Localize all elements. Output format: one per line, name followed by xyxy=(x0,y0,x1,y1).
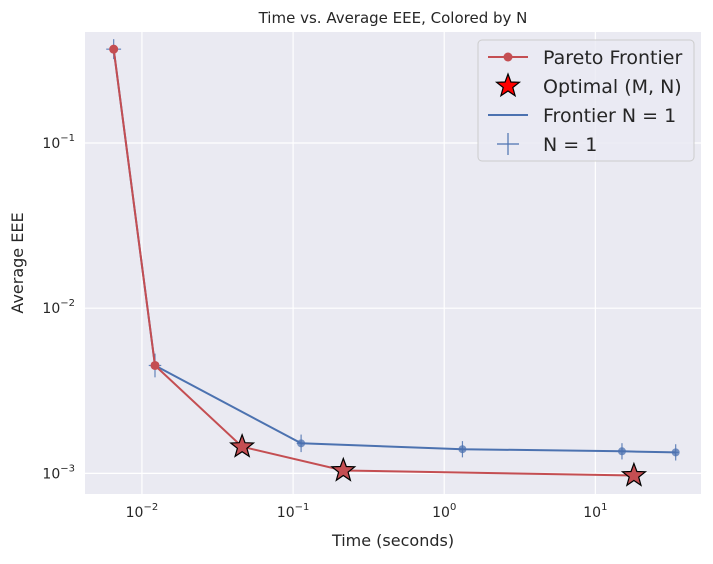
optimal-star-2 xyxy=(620,461,648,487)
n1-point-2 xyxy=(297,439,306,448)
pareto-point-1 xyxy=(150,360,160,370)
legend-label-n1: N = 1 xyxy=(543,134,597,156)
optimal-star-0 xyxy=(229,432,256,458)
legend-label-pareto: Pareto Frontier xyxy=(543,47,682,69)
pareto-point-0 xyxy=(109,44,119,54)
legend-frame xyxy=(477,39,695,162)
x-tick-label-0: 10−2 xyxy=(126,502,159,521)
series-layer xyxy=(106,39,680,487)
chart-title: Time vs. Average EEE, Colored by N xyxy=(258,9,528,27)
x-axis-label: Time (seconds) xyxy=(331,531,454,550)
y-tick-label-1: 10−2 xyxy=(42,298,75,317)
legend-label-frontier-n1: Frontier N = 1 xyxy=(543,105,676,127)
legend-label-optimal: Optimal (M, N) xyxy=(543,76,682,98)
n1-point-5 xyxy=(671,448,680,457)
legend: Pareto Frontier Optimal (M, N) Frontier … xyxy=(477,39,695,162)
n1-point-3 xyxy=(458,445,467,454)
x-tick-label-3: 101 xyxy=(583,502,607,521)
tick-layer: 10−2 10−1 100 101 10−3 10−2 10−1 xyxy=(42,133,607,521)
n1-point-4 xyxy=(617,447,626,456)
legend-swatch-pareto-marker xyxy=(503,52,513,62)
legend-swatch-optimal-star xyxy=(494,72,522,98)
y-axis-label: Average EEE xyxy=(8,212,27,313)
x-tick-label-1: 10−1 xyxy=(277,502,310,521)
y-tick-label-0: 10−3 xyxy=(42,463,75,482)
legend-swatches xyxy=(488,52,528,155)
y-tick-label-2: 10−1 xyxy=(42,133,75,152)
x-tick-label-2: 100 xyxy=(432,502,456,521)
optimal-star-1 xyxy=(330,456,357,482)
